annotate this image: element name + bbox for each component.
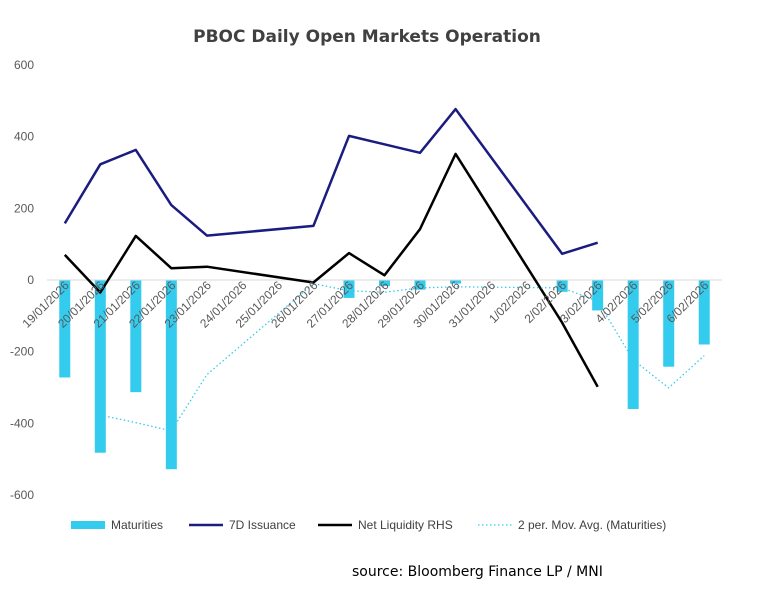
legend-label: Net Liquidity RHS (358, 518, 453, 532)
legend-label: 2 per. Mov. Avg. (Maturities) (518, 518, 666, 532)
source-note: source: Bloomberg Finance LP / MNI (352, 564, 603, 580)
legend-label: Maturities (111, 518, 163, 532)
legend-swatch (71, 521, 105, 529)
y-tick-label: -600 (10, 488, 34, 502)
bar-maturities (165, 280, 177, 470)
y-tick-label: 600 (14, 58, 34, 72)
chart-title: PBOC Daily Open Markets Operation (193, 27, 541, 47)
series-line-2-per-mov-avg-maturities (100, 282, 705, 432)
bar-maturities (627, 280, 639, 409)
legend-label: 7D Issuance (229, 518, 296, 532)
y-tick-label: 400 (14, 130, 34, 144)
legend: Maturities 7D Issuance Net Liquidity RHS 2 … (71, 518, 666, 532)
series-line-7d-issuance (63, 107, 599, 256)
bar-maturities (698, 280, 710, 345)
bars (59, 280, 710, 470)
bar-maturities (414, 280, 426, 290)
y-tick-label: -200 (10, 345, 34, 359)
y-tick-label: 0 (27, 273, 34, 287)
bar-maturities (663, 280, 675, 367)
bar-maturities (343, 280, 355, 298)
y-tick-label: -400 (10, 416, 34, 430)
y-tick-label: 200 (14, 201, 34, 215)
bar-maturities (94, 280, 106, 453)
series-line-net-liquidity-rhs (63, 152, 599, 388)
bar-maturities (450, 280, 462, 284)
bar-maturities (59, 280, 71, 378)
bar-maturities (130, 280, 142, 393)
bar-maturities (556, 280, 568, 292)
bar-maturities (592, 280, 604, 311)
bar-maturities (379, 280, 390, 287)
x-axis: 19/01/202620/01/202621/01/202622/01/2026… (20, 278, 712, 331)
y-axis: -600 -400 -200 0 200 400 600 (10, 58, 34, 502)
series-lines (63, 107, 705, 432)
